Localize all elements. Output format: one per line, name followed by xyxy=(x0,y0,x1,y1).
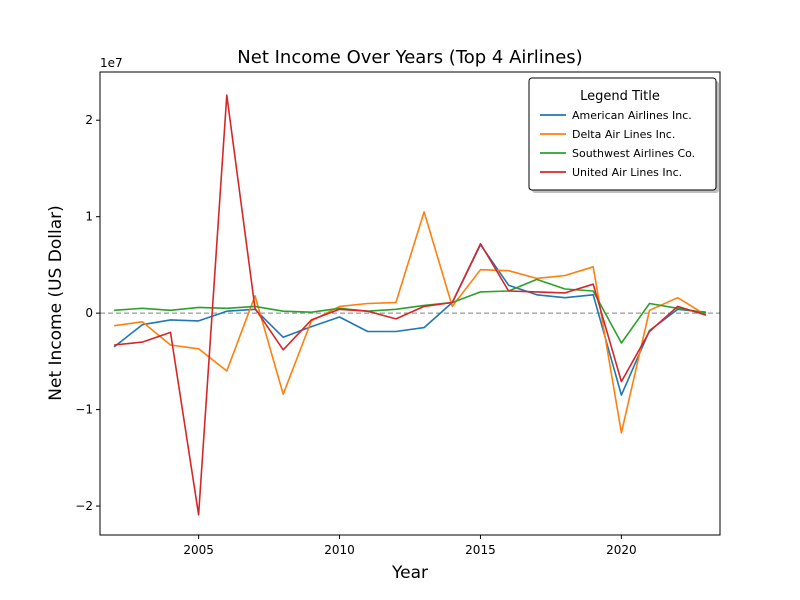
x-tick-label: 2005 xyxy=(183,543,214,557)
series-line-1 xyxy=(113,211,707,434)
x-tick-label: 2010 xyxy=(324,543,355,557)
plot-frame xyxy=(99,71,721,536)
plot-area xyxy=(99,71,721,536)
legend-label-3: United Air Lines Inc. xyxy=(572,166,682,179)
legend: Legend Title American Airlines Inc. Delta… xyxy=(528,77,719,193)
y-axis-title: Net Income (US Dollar) xyxy=(46,205,66,400)
y-tick-label: −1 xyxy=(75,403,93,417)
y-tick-label: −2 xyxy=(75,499,93,513)
legend-box xyxy=(528,77,717,191)
x-tick-label: 2015 xyxy=(465,543,496,557)
legend-label-1: Delta Air Lines Inc. xyxy=(572,128,675,141)
legend-label-2: Southwest Airlines Co. xyxy=(572,147,695,160)
chart-title: Net Income Over Years (Top 4 Airlines) xyxy=(237,47,582,68)
y-tick-label: 0 xyxy=(85,306,93,320)
x-axis-title: Year xyxy=(391,563,428,583)
legend-title: Legend Title xyxy=(580,89,660,104)
x-tick-label: 2020 xyxy=(606,543,637,557)
series-line-3 xyxy=(114,94,707,516)
y-tick-label: 2 xyxy=(85,113,93,127)
y-axis-offset-label: 1e7 xyxy=(100,56,123,70)
y-tick-label: 1 xyxy=(85,210,93,224)
legend-label-0: American Airlines Inc. xyxy=(572,109,692,122)
